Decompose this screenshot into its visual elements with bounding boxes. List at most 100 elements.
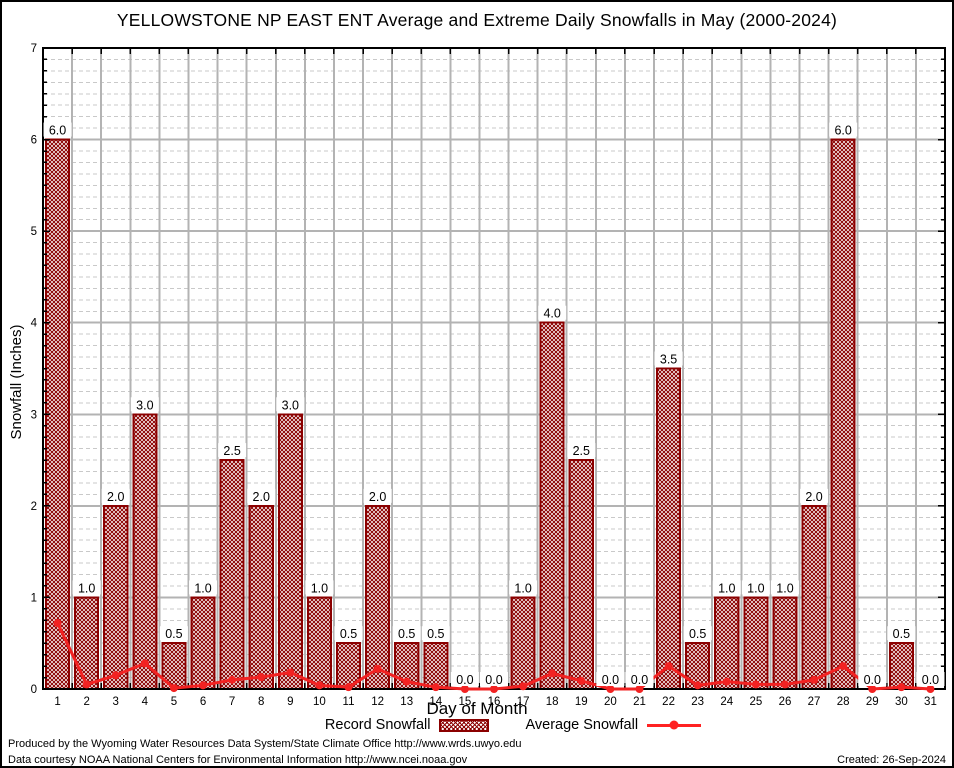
bar-value-label: 2.5 [573,444,590,458]
x-tick-label: 6 [200,696,206,708]
x-tick-label: 16 [488,696,501,708]
record-bar-day-9 [277,413,303,690]
major-gridlines-group [44,49,944,688]
value-label-bg [276,397,305,412]
value-label-bg [392,626,421,641]
average-marker-day-31 [926,685,935,693]
record-bar-day-30 [888,642,914,691]
x-tick-label: 19 [575,696,588,708]
average-marker-day-11 [344,683,353,692]
average-marker-day-5 [169,684,178,693]
value-label-bg [683,626,712,641]
bar-value-label: 0.0 [922,673,939,687]
average-marker-day-12 [373,664,382,673]
bar-value-label: 0.5 [398,627,415,641]
value-label-bg [72,580,101,595]
average-marker-day-13 [402,677,411,686]
x-tick-label: 4 [142,696,149,708]
bar-value-label: 3.0 [136,398,153,412]
x-tick-label: 8 [258,696,264,708]
bar-value-label: 1.0 [78,581,95,595]
minor-gridlines-group [44,58,944,679]
average-marker-day-17 [519,682,528,691]
value-label-bg [858,672,887,686]
value-label-bg [363,488,392,503]
average-marker-day-18 [548,669,557,678]
bar-value-label: 0.5 [427,627,444,641]
average-marker-day-24 [722,677,731,686]
value-label-bg [159,626,188,641]
value-label-bg [305,580,334,595]
x-tick-label: 27 [808,696,821,708]
average-marker-day-6 [199,681,208,690]
average-marker-day-20 [606,685,615,693]
x-tick-label: 28 [837,696,850,708]
value-label-bg [567,443,596,458]
value-label-bg [654,351,683,366]
y-tick-label: 1 [31,592,37,604]
value-label-bg [800,488,829,503]
bar-value-label: 3.5 [660,353,677,367]
value-label-bg [101,488,130,503]
bar-value-label: 6.0 [49,124,66,138]
x-tick-label: 17 [517,696,530,708]
record-bar-day-27 [801,504,827,690]
record-bar-day-6 [190,596,216,691]
average-snowfall-line-sample [647,720,702,730]
x-tick-label: 10 [313,696,326,708]
bar-value-label: 0.5 [893,627,910,641]
average-marker-day-10 [315,681,324,690]
average-marker-day-15 [460,685,469,693]
average-marker-day-21 [635,685,644,693]
value-label-bg [247,488,276,503]
value-label-bg [712,580,741,595]
created-stamp: Created: 26-Sep-2024 [837,754,946,766]
bar-value-label: 6.0 [834,124,851,138]
value-label-bg [538,305,567,320]
average-marker-day-16 [490,685,498,693]
average-marker-day-22 [664,662,673,671]
bar-value-label: 1.0 [747,581,764,595]
bar-value-label: 1.0 [311,581,328,595]
x-tick-label: 26 [779,696,792,708]
average-marker-day-26 [780,680,789,689]
value-label-bg [770,580,799,595]
value-label-bg [421,626,450,641]
bar-value-label: 2.5 [223,444,240,458]
bar-value-label: 1.0 [514,581,531,595]
x-tick-label: 14 [429,696,442,708]
value-label-bg [334,626,363,641]
legend-record-label: Record Snowfall [324,717,431,733]
record-bar-day-8 [248,504,274,690]
y-tick-label: 4 [31,318,38,330]
value-label-bg [218,443,247,458]
record-bars-group [45,138,914,691]
producer-credit: Produced by the Wyoming Water Resources … [8,738,522,750]
bar-value-label: 1.0 [194,581,211,595]
x-tick-label: 5 [171,696,177,708]
average-marker-day-27 [810,675,819,684]
record-bar-day-10 [306,596,332,691]
bar-value-label: 2.0 [369,490,386,504]
y-tick-label: 5 [31,226,37,238]
x-tick-label: 25 [749,696,762,708]
bar-value-label: 4.0 [543,307,560,321]
value-label-bg [916,672,945,686]
x-tick-label: 2 [83,696,89,708]
average-marker-day-23 [693,681,702,690]
value-label-bg [450,672,479,686]
x-tick-label: 1 [54,696,60,708]
x-tick-label: 3 [113,696,119,708]
bar-value-label: 0.0 [602,673,619,687]
bar-value-label: 0.0 [485,673,502,687]
value-label-bg [130,397,159,412]
bar-value-label: 0.0 [456,673,473,687]
x-tick-label: 29 [866,696,879,708]
bar-value-label: 1.0 [776,581,793,595]
y-tick-label: 3 [31,409,37,421]
y-tick-label: 6 [31,135,37,147]
bar-value-label: 0.5 [165,627,182,641]
record-bar-day-25 [743,596,769,691]
record-bar-day-26 [772,596,798,691]
